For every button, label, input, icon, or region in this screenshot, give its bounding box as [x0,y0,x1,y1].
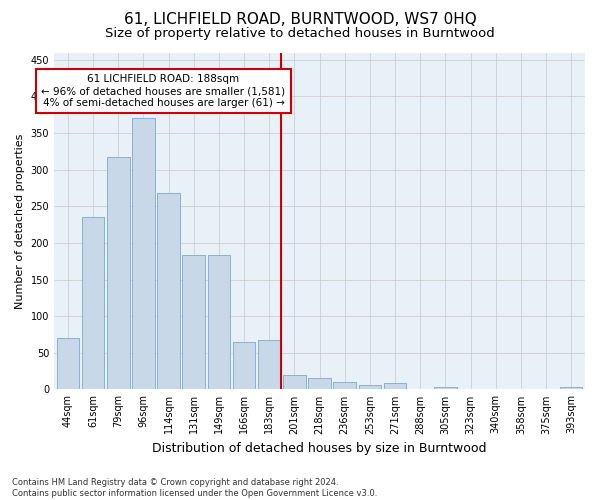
Text: Size of property relative to detached houses in Burntwood: Size of property relative to detached ho… [105,28,495,40]
Text: 61, LICHFIELD ROAD, BURNTWOOD, WS7 0HQ: 61, LICHFIELD ROAD, BURNTWOOD, WS7 0HQ [124,12,476,28]
Bar [208,256,230,390]
Bar [308,378,331,390]
Bar [56,338,79,390]
Bar [283,375,305,390]
Bar [182,256,205,390]
Text: 61 LICHFIELD ROAD: 188sqm
← 96% of detached houses are smaller (1,581)
4% of sem: 61 LICHFIELD ROAD: 188sqm ← 96% of detac… [41,74,286,108]
Bar [258,340,281,390]
Bar [560,387,583,390]
X-axis label: Distribution of detached houses by size in Burntwood: Distribution of detached houses by size … [152,442,487,455]
Bar [132,118,155,390]
Text: Contains HM Land Registry data © Crown copyright and database right 2024.
Contai: Contains HM Land Registry data © Crown c… [12,478,377,498]
Bar [383,383,406,390]
Bar [359,385,381,390]
Bar [233,342,256,390]
Y-axis label: Number of detached properties: Number of detached properties [15,134,25,308]
Bar [107,157,130,390]
Bar [82,218,104,390]
Bar [434,387,457,390]
Bar [334,382,356,390]
Bar [157,193,180,390]
